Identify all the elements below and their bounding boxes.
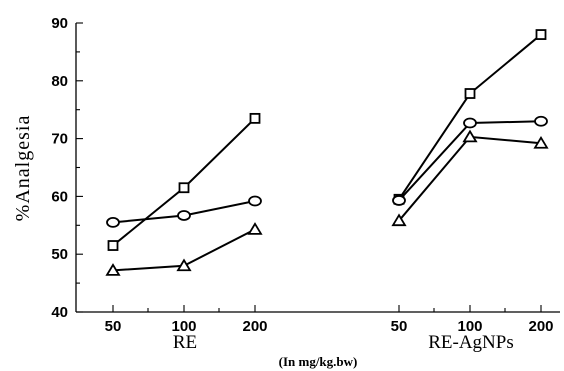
data-point-circle <box>534 115 548 127</box>
y-tick-label: 60 <box>51 188 68 205</box>
x-tick-label: 100 <box>457 318 482 335</box>
data-point-triangle <box>391 213 407 227</box>
data-point-triangle <box>247 222 263 235</box>
x-tick-label: 200 <box>242 318 267 335</box>
data-point-triangle <box>462 129 478 143</box>
data-point-triangle <box>533 135 549 149</box>
data-point-square <box>535 29 547 40</box>
data-point-circle <box>392 195 406 206</box>
data-point-square <box>107 240 119 251</box>
y-tick-label: 90 <box>51 15 68 32</box>
series-line-square <box>112 117 256 247</box>
series-line-triangle <box>398 135 542 222</box>
x-axis-label: (In mg/kg.bw) <box>279 354 358 369</box>
data-point-square <box>464 88 476 99</box>
data-point-circle <box>106 217 120 228</box>
data-point-triangle <box>176 258 192 272</box>
data-point-square <box>249 112 261 124</box>
series-line-square <box>398 33 542 200</box>
labels: %Analgesia (In mg/kg.bw) RE RE-AgNPs <box>12 115 514 369</box>
data-point-circle <box>463 117 477 129</box>
group-label-re: RE <box>173 332 197 353</box>
series <box>105 29 549 276</box>
x-tick-label: 50 <box>105 318 122 335</box>
y-tick-label: 40 <box>51 304 68 321</box>
data-point-circle <box>177 210 191 221</box>
data-point-triangle <box>105 263 121 276</box>
y-tick-label: 70 <box>51 131 68 148</box>
x-tick-label: 100 <box>171 318 196 335</box>
data-point-circle <box>248 195 262 207</box>
y-axis-label: %Analgesia <box>12 115 34 222</box>
x-tick-label: 200 <box>528 318 553 335</box>
data-point-square <box>178 182 190 194</box>
group-label-re-agnps: RE-AgNPs <box>428 332 514 353</box>
y-tick-label: 50 <box>51 246 68 263</box>
y-tick-label: 80 <box>51 73 68 90</box>
x-tick-label: 50 <box>391 318 408 335</box>
ticks: 40 50 60 70 80 90 50 100 200 50 100 200 <box>51 15 553 335</box>
